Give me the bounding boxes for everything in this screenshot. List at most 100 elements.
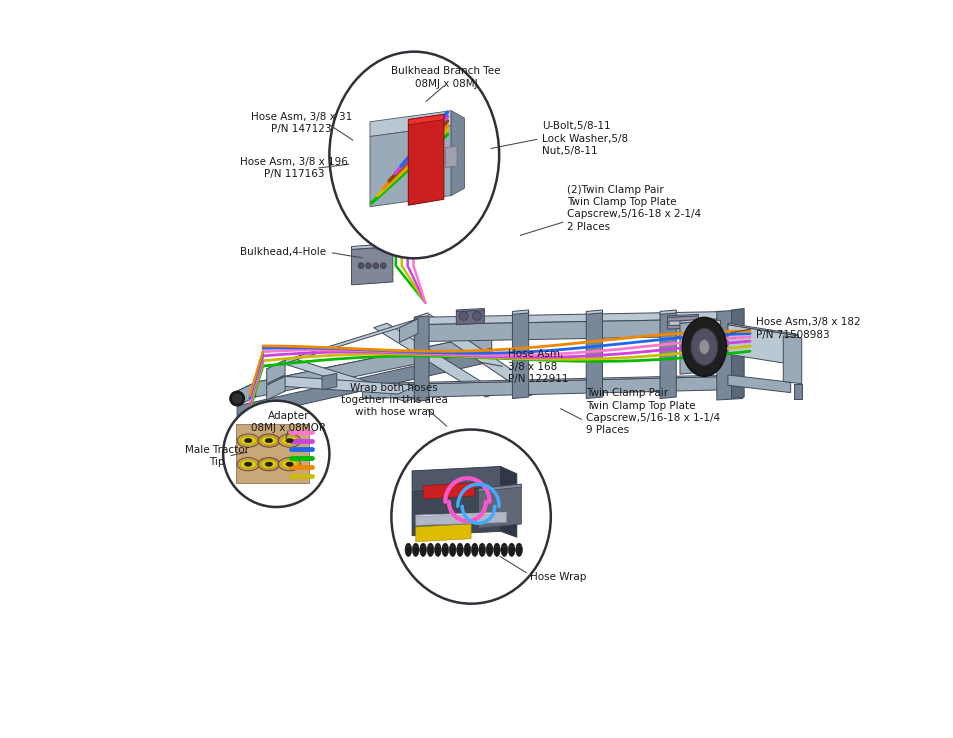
Text: Wrap both hoses
together in this area
with hose wrap: Wrap both hoses together in this area wi… xyxy=(340,382,447,418)
Polygon shape xyxy=(451,111,464,196)
Ellipse shape xyxy=(419,543,426,556)
Polygon shape xyxy=(585,311,602,399)
Polygon shape xyxy=(423,483,475,499)
Ellipse shape xyxy=(456,543,463,556)
Text: (2)Twin Clamp Pair
Twin Clamp Top Plate
Capscrew,5/16-18 x 2-1/4
2 Places: (2)Twin Clamp Pair Twin Clamp Top Plate … xyxy=(566,184,700,232)
Ellipse shape xyxy=(257,434,279,447)
Polygon shape xyxy=(679,319,703,323)
Polygon shape xyxy=(412,466,500,492)
Polygon shape xyxy=(416,524,471,542)
Ellipse shape xyxy=(493,543,499,556)
Ellipse shape xyxy=(435,543,440,556)
Polygon shape xyxy=(456,310,484,325)
Ellipse shape xyxy=(391,430,550,604)
Polygon shape xyxy=(408,114,443,205)
Polygon shape xyxy=(667,316,698,329)
Polygon shape xyxy=(416,512,506,525)
Ellipse shape xyxy=(286,462,293,466)
Text: Adapter
08MJ x 08MOR: Adapter 08MJ x 08MOR xyxy=(251,411,326,433)
Polygon shape xyxy=(370,111,451,137)
Polygon shape xyxy=(478,484,520,492)
Text: U-Bolt,5/8-11
Lock Washer,5/8
Nut,5/8-11: U-Bolt,5/8-11 Lock Washer,5/8 Nut,5/8-11 xyxy=(541,121,627,156)
Ellipse shape xyxy=(449,543,456,556)
Ellipse shape xyxy=(690,328,717,365)
Polygon shape xyxy=(237,348,491,419)
Polygon shape xyxy=(456,308,484,311)
Ellipse shape xyxy=(278,434,300,447)
Polygon shape xyxy=(362,376,731,399)
Polygon shape xyxy=(267,360,285,384)
Polygon shape xyxy=(512,310,528,314)
Polygon shape xyxy=(351,246,393,285)
Polygon shape xyxy=(414,319,731,342)
Ellipse shape xyxy=(281,436,297,445)
Polygon shape xyxy=(668,320,720,325)
Polygon shape xyxy=(478,484,520,528)
Polygon shape xyxy=(237,334,491,391)
Ellipse shape xyxy=(471,543,477,556)
Ellipse shape xyxy=(699,339,709,354)
Polygon shape xyxy=(731,308,743,399)
Ellipse shape xyxy=(265,438,273,443)
Ellipse shape xyxy=(257,458,279,471)
Polygon shape xyxy=(667,314,698,317)
Ellipse shape xyxy=(508,543,515,556)
Ellipse shape xyxy=(281,460,297,469)
Circle shape xyxy=(458,311,468,320)
Text: Bulkhead,4-Hole: Bulkhead,4-Hole xyxy=(239,247,325,258)
Ellipse shape xyxy=(681,317,725,376)
Polygon shape xyxy=(414,313,543,396)
Ellipse shape xyxy=(260,460,276,469)
Polygon shape xyxy=(370,125,451,207)
Polygon shape xyxy=(351,244,393,249)
Circle shape xyxy=(373,263,378,269)
Polygon shape xyxy=(267,376,416,394)
Ellipse shape xyxy=(278,458,300,471)
Polygon shape xyxy=(500,466,517,537)
Polygon shape xyxy=(255,334,491,397)
Circle shape xyxy=(365,263,371,269)
Polygon shape xyxy=(727,375,790,393)
Ellipse shape xyxy=(237,434,259,447)
Text: Hose Wrap: Hose Wrap xyxy=(530,572,586,582)
Text: Male Tractor
Tip: Male Tractor Tip xyxy=(185,445,249,467)
Ellipse shape xyxy=(240,436,256,445)
Polygon shape xyxy=(659,311,676,399)
Ellipse shape xyxy=(329,52,498,258)
Text: Hose Asm, 3/8 x 196
P/N 117163: Hose Asm, 3/8 x 196 P/N 117163 xyxy=(240,157,348,179)
Polygon shape xyxy=(782,336,801,384)
Circle shape xyxy=(357,263,364,269)
Ellipse shape xyxy=(500,543,507,556)
Ellipse shape xyxy=(286,438,293,443)
Ellipse shape xyxy=(244,462,252,466)
Polygon shape xyxy=(235,424,309,483)
Ellipse shape xyxy=(237,458,259,471)
Ellipse shape xyxy=(516,543,522,556)
Ellipse shape xyxy=(478,543,485,556)
Polygon shape xyxy=(267,376,285,400)
Polygon shape xyxy=(237,382,255,406)
Text: Hose Asm,3/8 x 182
P/N 71508983: Hose Asm,3/8 x 182 P/N 71508983 xyxy=(755,317,860,339)
Text: Hose Asm,
3/8 x 168
P/N 122911: Hose Asm, 3/8 x 168 P/N 122911 xyxy=(507,349,568,384)
Polygon shape xyxy=(794,384,801,399)
Circle shape xyxy=(472,311,481,320)
Ellipse shape xyxy=(427,543,434,556)
Circle shape xyxy=(231,393,243,404)
Circle shape xyxy=(380,263,386,269)
Polygon shape xyxy=(362,375,731,385)
Text: Twin Clamp Pair
Twin Clamp Top Plate
Capscrew,5/16-18 x 1-1/4
9 Places: Twin Clamp Pair Twin Clamp Top Plate Cap… xyxy=(585,388,720,435)
Polygon shape xyxy=(414,311,731,325)
Polygon shape xyxy=(267,319,417,369)
Polygon shape xyxy=(281,359,417,401)
Ellipse shape xyxy=(240,460,256,469)
Text: Hose Asm, 3/8 x 31
P/N 147123: Hose Asm, 3/8 x 31 P/N 147123 xyxy=(251,112,352,134)
Polygon shape xyxy=(399,319,417,342)
Polygon shape xyxy=(679,321,703,374)
Ellipse shape xyxy=(463,543,470,556)
Text: Bulkhead Branch Tee
08MJ x 08MJ: Bulkhead Branch Tee 08MJ x 08MJ xyxy=(391,66,500,89)
Polygon shape xyxy=(659,310,676,314)
Polygon shape xyxy=(727,323,798,336)
Polygon shape xyxy=(716,310,741,400)
Polygon shape xyxy=(416,512,506,517)
Polygon shape xyxy=(445,146,456,168)
